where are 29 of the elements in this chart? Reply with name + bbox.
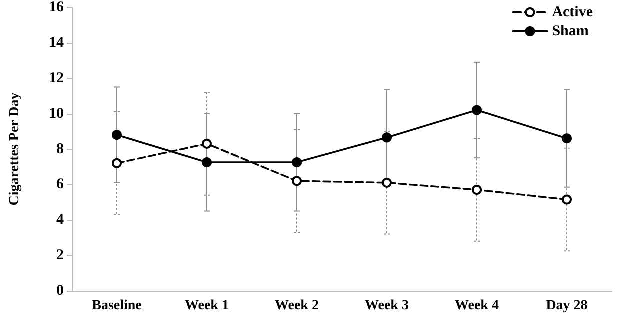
x-tick-label: Week 2 xyxy=(275,298,319,313)
y-tick-label: 6 xyxy=(56,176,64,193)
legend-label: Sham xyxy=(552,24,590,40)
point xyxy=(292,158,302,168)
y-axis-title: Cigarettes Per Day xyxy=(8,92,22,206)
y-tick-label: 16 xyxy=(49,0,64,16)
point xyxy=(112,130,122,140)
point xyxy=(382,178,392,188)
point xyxy=(292,176,302,186)
point xyxy=(472,185,482,195)
point xyxy=(202,158,212,168)
point xyxy=(112,158,122,168)
x-tick-label: Week 1 xyxy=(185,298,229,313)
legend-label: Active xyxy=(552,4,594,20)
x-tick-label: Week 3 xyxy=(365,298,409,313)
point xyxy=(562,134,572,144)
y-tick-label: 10 xyxy=(49,106,64,122)
y-tick-label: 0 xyxy=(56,283,64,299)
y-tick-label: 12 xyxy=(49,70,64,86)
y-tick-label: 4 xyxy=(56,212,64,228)
x-tick-label: Baseline xyxy=(92,298,142,313)
x-tick-label: Week 4 xyxy=(455,298,499,313)
x-tick-label: Day 28 xyxy=(546,298,588,313)
y-tick-label: 2 xyxy=(56,248,64,264)
point xyxy=(202,138,212,149)
point xyxy=(562,194,572,205)
y-tick-label: 8 xyxy=(56,141,64,158)
point xyxy=(472,105,482,116)
y-tick-label: 14 xyxy=(49,34,64,51)
